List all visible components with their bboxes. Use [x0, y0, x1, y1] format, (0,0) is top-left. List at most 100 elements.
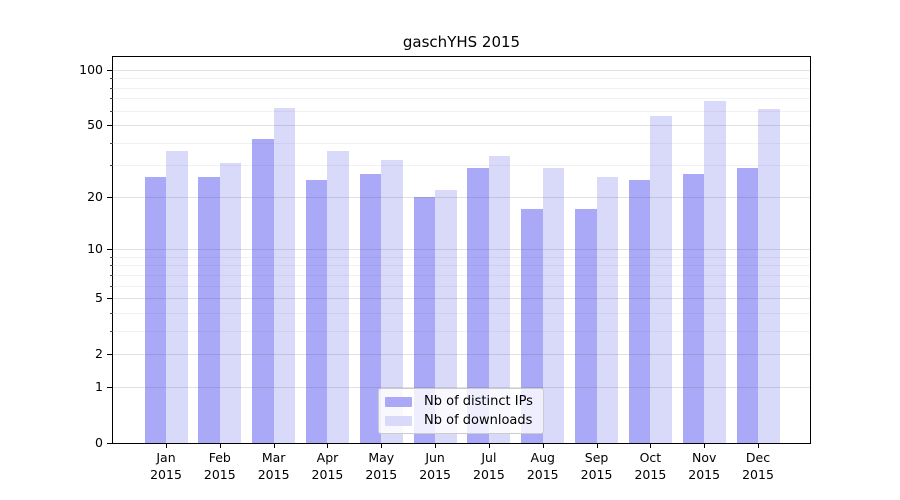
x-tick-label-jun: Jun 2015	[403, 450, 467, 483]
bar-distinct-ips-feb	[198, 176, 220, 443]
x-tick-feb	[219, 443, 221, 448]
y-minor-tick-90	[110, 78, 113, 80]
gridline-y-1	[113, 386, 810, 388]
bar-distinct-ips-jun	[413, 196, 436, 443]
legend-label: Nb of distinct IPs	[424, 394, 533, 409]
y-tick-label: 1	[95, 378, 103, 394]
x-label-year: 2015	[150, 466, 182, 482]
x-tick-oct	[650, 443, 652, 448]
plot-area: Nb of distinct IPs Nb of downloads	[112, 56, 811, 444]
bar-distinct-ips-sep	[575, 209, 597, 443]
x-tick-jul	[488, 443, 490, 448]
bar-downloads-feb	[219, 162, 242, 443]
bar-distinct-ips-aug	[521, 209, 543, 443]
x-label-month: Sep	[584, 450, 609, 465]
gridline-y-50	[113, 125, 810, 127]
bar-downloads-dec	[758, 109, 780, 443]
gridline-y-9	[113, 256, 810, 258]
x-tick-label-nov: Nov 2015	[672, 450, 736, 483]
gridline-y-100	[113, 70, 810, 71]
x-label-year: 2015	[526, 466, 559, 482]
y-tick-label: 100	[79, 62, 103, 77]
y-minor-tick-30	[110, 165, 113, 167]
y-tick-label: 20	[87, 188, 103, 204]
bar-distinct-ips-mar	[252, 139, 274, 443]
x-tick-label-mar: Mar 2015	[242, 450, 306, 483]
x-label-year: 2015	[311, 466, 344, 482]
x-label-year: 2015	[365, 466, 398, 482]
chart-title: gaschYHS 2015	[402, 33, 521, 51]
x-tick-aug	[542, 443, 544, 448]
x-tick-label-jan: Jan 2015	[134, 450, 198, 483]
x-label-month: May	[368, 450, 395, 465]
bar-downloads-mar	[273, 108, 296, 443]
x-tick-mar	[273, 443, 275, 448]
y-tick-label: 5	[95, 290, 103, 306]
gridline-y-6	[113, 285, 810, 287]
y-tick-label: 2	[95, 346, 103, 362]
legend-swatch-distinct-ips	[385, 396, 412, 407]
x-tick-label-may: May 2015	[349, 450, 413, 483]
gridline-y-7	[113, 274, 810, 276]
x-tick-label-sep: Sep 2015	[565, 450, 629, 483]
y-tick-0	[107, 443, 113, 444]
bar-downloads-apr	[327, 151, 349, 443]
y-minor-tick-6	[110, 285, 113, 287]
y-tick-100	[107, 70, 113, 71]
y-minor-tick-60	[110, 110, 113, 112]
x-tick-jun	[435, 443, 437, 448]
bar-distinct-ips-may	[359, 173, 382, 443]
legend: Nb of distinct IPs Nb of downloads	[378, 388, 544, 434]
y-minor-tick-80	[110, 87, 113, 89]
x-tick-nov	[704, 443, 706, 448]
y-tick-label: 50	[87, 117, 103, 133]
x-label-year: 2015	[203, 466, 236, 482]
bar-downloads-oct	[650, 116, 672, 443]
bar-distinct-ips-apr	[305, 179, 328, 443]
bar-distinct-ips-nov	[682, 173, 705, 443]
x-label-month: Dec	[745, 450, 771, 465]
x-label-year: 2015	[473, 466, 505, 482]
bar-distinct-ips-oct	[628, 179, 651, 443]
legend-item-downloads: Nb of downloads	[385, 413, 543, 428]
x-tick-label-jul: Jul 2015	[457, 450, 521, 483]
x-tick-label-oct: Oct 2015	[618, 450, 682, 483]
x-tick-apr	[327, 443, 329, 448]
x-label-year: 2015	[688, 466, 721, 482]
x-label-year: 2015	[634, 466, 667, 482]
y-minor-tick-40	[110, 142, 113, 144]
y-tick-2	[107, 354, 113, 356]
bar-downloads-may	[381, 160, 403, 443]
y-minor-tick-70	[110, 98, 113, 100]
bar-distinct-ips-dec	[736, 168, 759, 443]
x-tick-dec	[758, 443, 760, 448]
x-tick-label-feb: Feb 2015	[188, 450, 252, 483]
bar-downloads-jan	[166, 151, 188, 443]
x-label-month: Jan	[156, 450, 176, 465]
x-label-month: Mar	[261, 450, 286, 465]
x-label-month: Jul	[481, 450, 497, 465]
x-label-year: 2015	[257, 466, 290, 482]
y-minor-tick-9	[110, 256, 113, 258]
bar-distinct-ips-jan	[144, 176, 166, 443]
x-label-month: Aug	[530, 450, 555, 465]
x-label-year: 2015	[419, 466, 451, 482]
gridline-y-40	[113, 142, 810, 144]
x-label-month: Oct	[639, 450, 662, 465]
gridline-y-70	[113, 98, 810, 100]
gridline-y-4	[113, 312, 810, 314]
legend-swatch-downloads	[385, 415, 412, 426]
x-label-year: 2015	[742, 466, 774, 482]
legend-item-distinct-ips: Nb of distinct IPs	[385, 394, 543, 409]
bar-downloads-jun	[435, 189, 457, 443]
y-minor-tick-3	[110, 330, 113, 332]
x-tick-jan	[166, 443, 167, 448]
x-tick-may	[381, 443, 383, 448]
y-tick-1	[107, 386, 113, 388]
gridline-y-30	[113, 165, 810, 167]
y-tick-5	[107, 298, 113, 300]
x-tick-label-aug: Aug 2015	[511, 450, 575, 483]
y-minor-tick-7	[110, 274, 113, 276]
gridline-y-3	[113, 330, 810, 332]
